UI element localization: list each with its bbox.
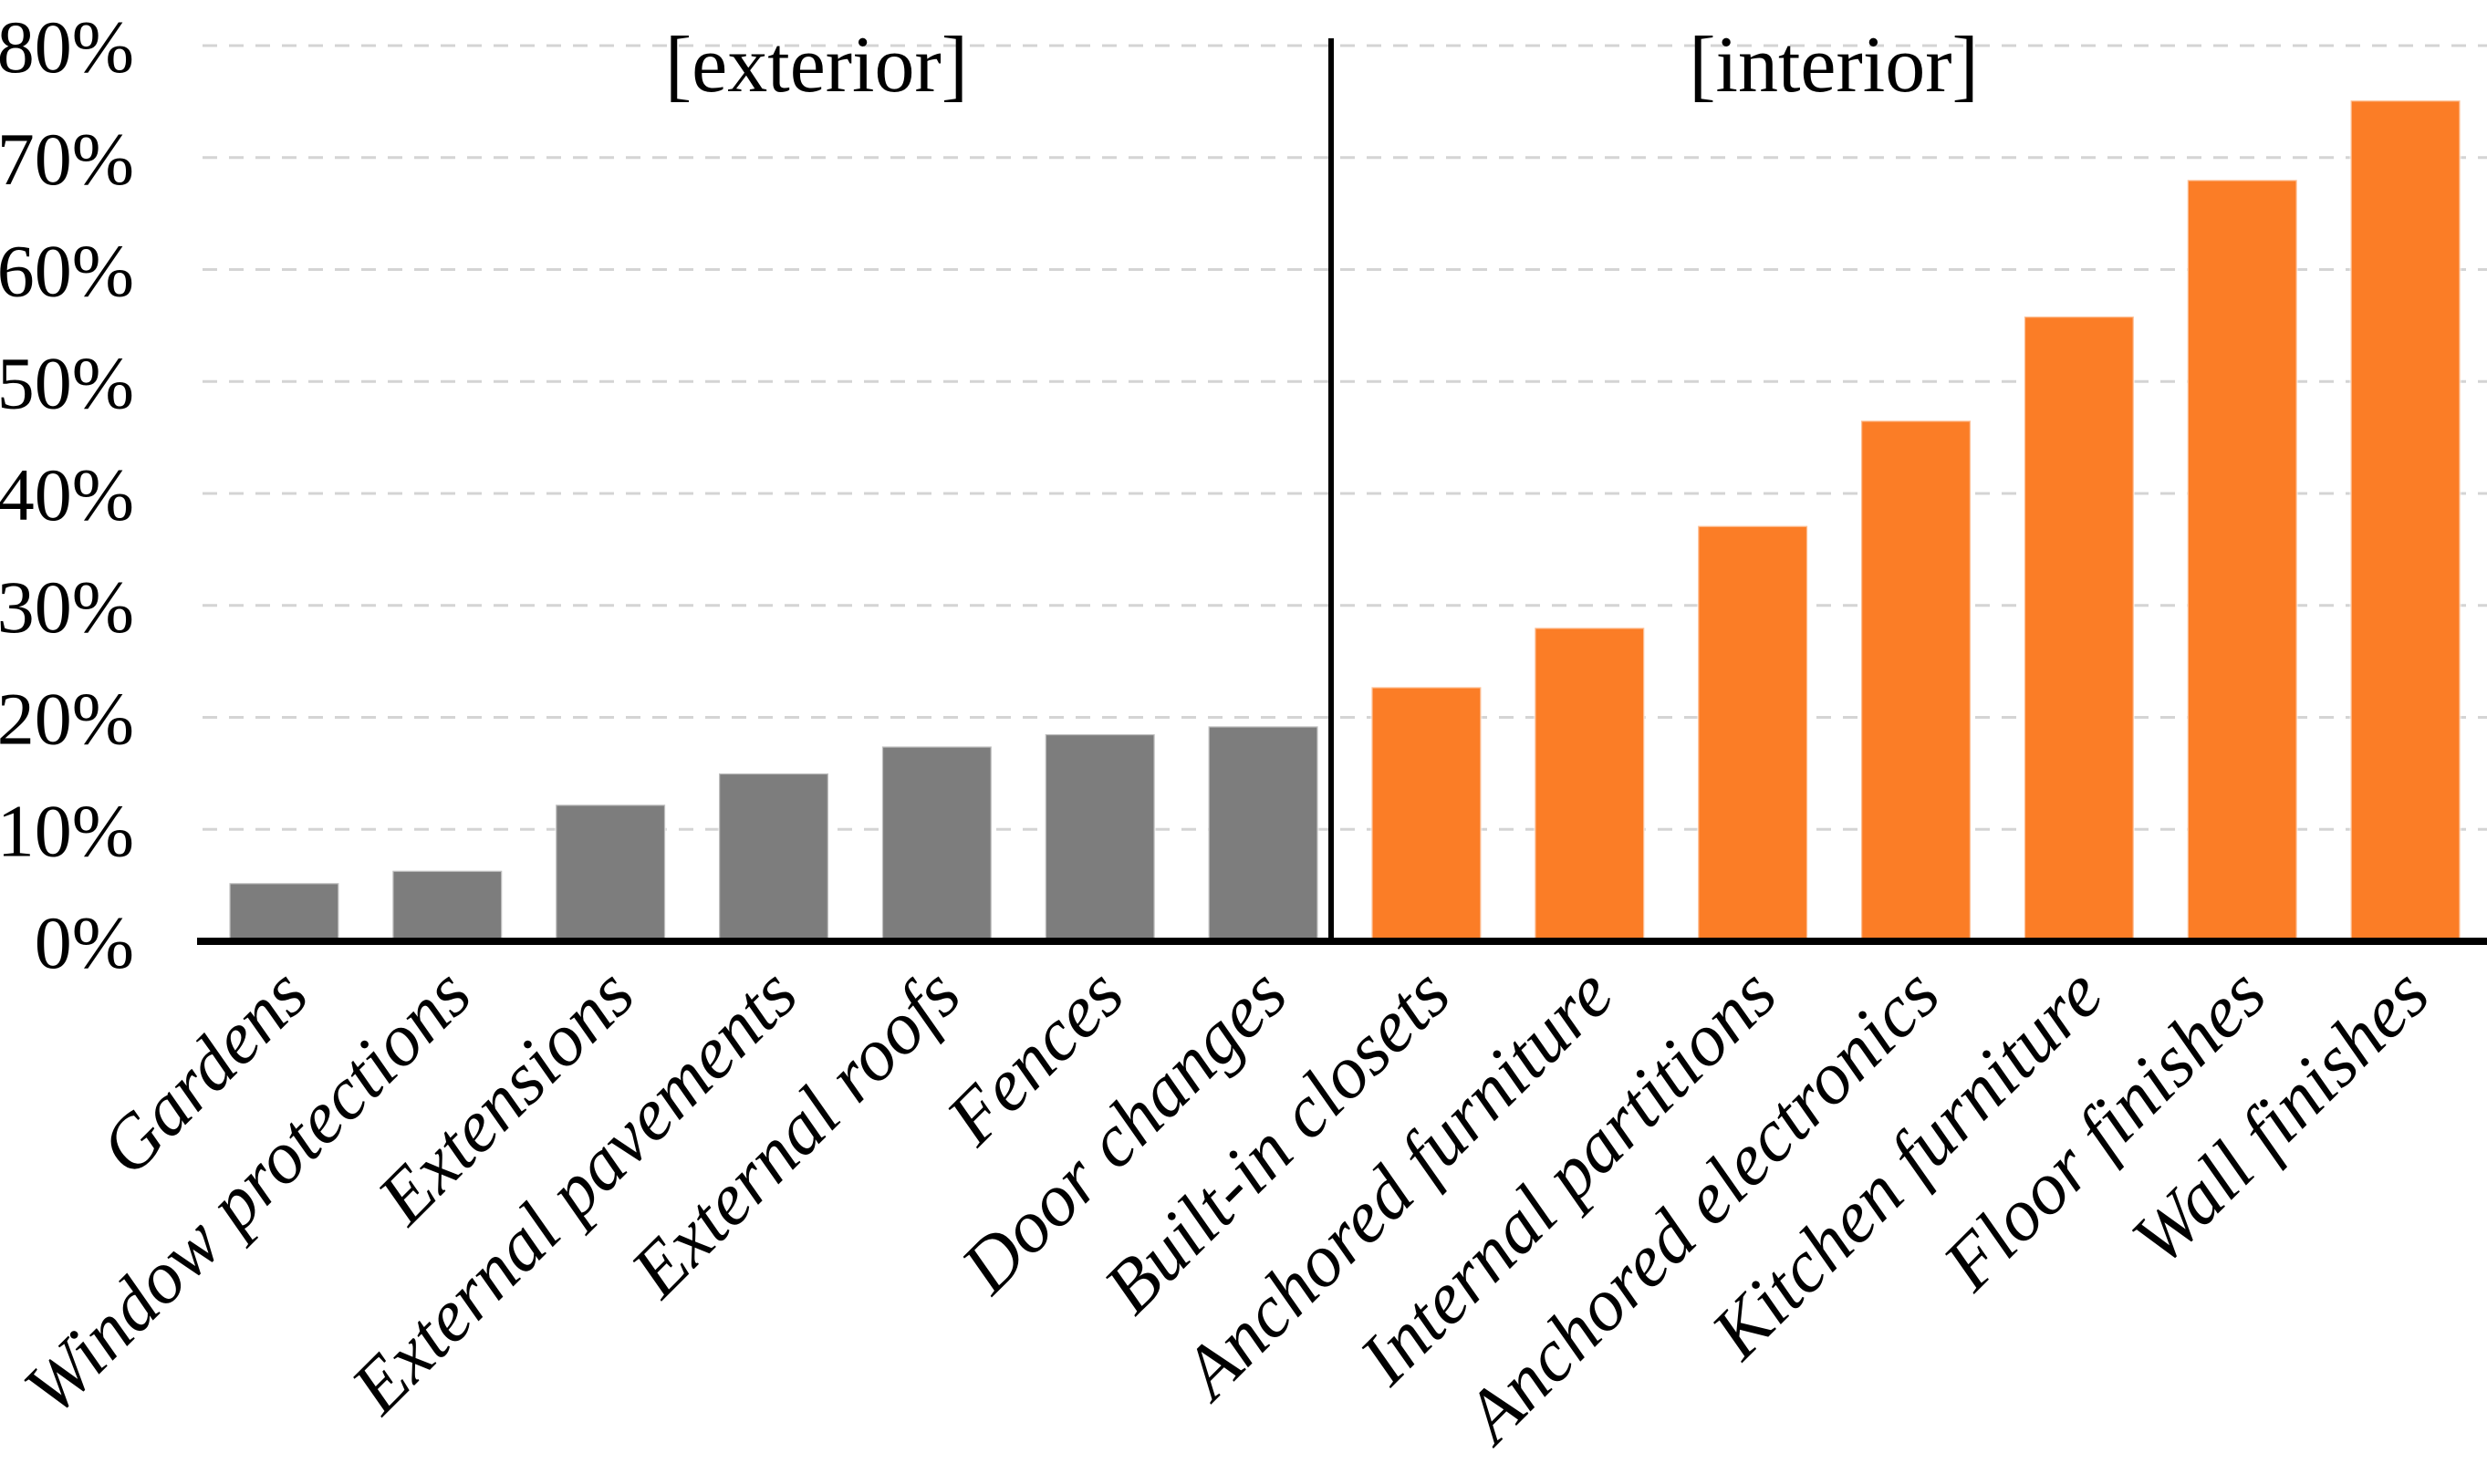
ytick-label-50pct: 50%: [0, 341, 134, 424]
bar-door-changes: [1207, 725, 1319, 943]
ytick-label-70pct: 70%: [0, 118, 134, 201]
bar-wall-finishes: [2349, 99, 2461, 943]
ytick-label-40pct: 40%: [0, 453, 134, 536]
bar-window-protections: [391, 869, 504, 943]
bar-internal-partitions: [1696, 524, 1809, 943]
bar-extensions: [554, 803, 667, 943]
bar-kitchen-furniture: [2023, 315, 2136, 943]
ytick-label-0pct: 0%: [35, 901, 134, 984]
bar-floor-finishes: [2186, 179, 2298, 943]
ytick-label-20pct: 20%: [0, 678, 134, 761]
group-label-exterior: [exterior]: [665, 21, 968, 109]
group-label-interior: [interior]: [1689, 21, 1979, 109]
bar-external-pavements: [717, 772, 830, 943]
bar-anchored-electronics: [1859, 419, 1972, 943]
ytick-label-80pct: 80%: [0, 5, 134, 88]
bar-fences: [1044, 732, 1156, 943]
ytick-label-60pct: 60%: [0, 230, 134, 313]
bar-gardens: [228, 881, 340, 943]
bar-anchored-furniture: [1534, 627, 1646, 943]
ytick-label-10pct: 10%: [0, 789, 134, 872]
bar-external-roofs: [880, 745, 994, 943]
ytick-label-30pct: 30%: [0, 566, 134, 649]
bar-built-in-closets: [1370, 686, 1483, 943]
